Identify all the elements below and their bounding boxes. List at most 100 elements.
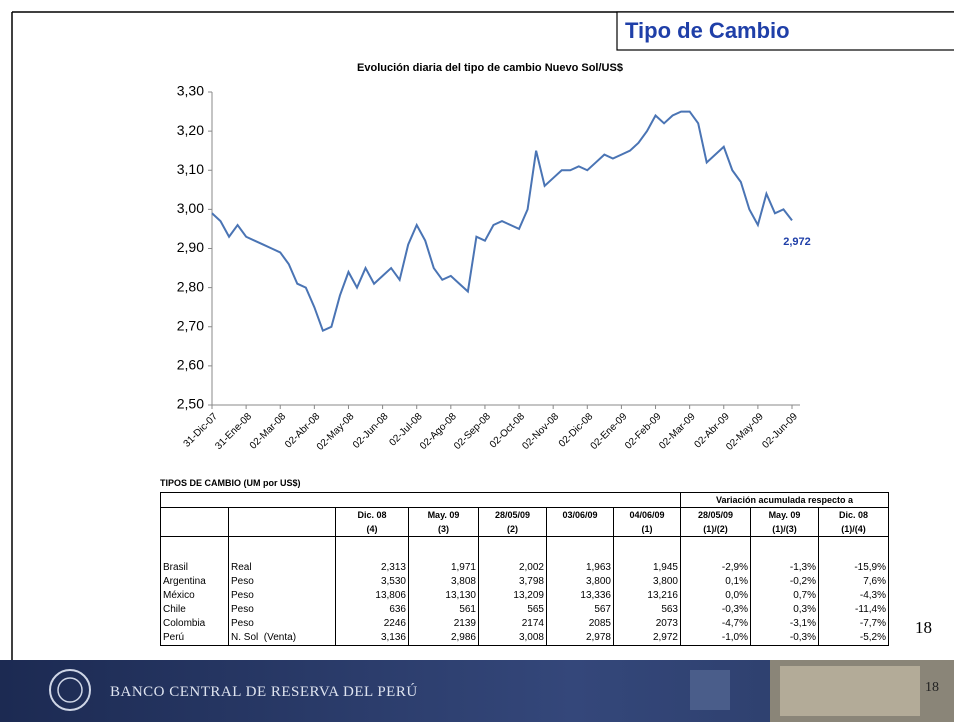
column-header: 04/06/09: [614, 508, 681, 523]
cell: 3,008: [479, 631, 547, 646]
column-header: May. 09: [409, 508, 479, 523]
column-note: [229, 522, 336, 537]
cell: -7,7%: [819, 617, 889, 631]
row-label: Chile: [161, 603, 229, 617]
y-tick-label: 2,60: [177, 357, 204, 373]
column-note: [161, 522, 229, 537]
table-row: [161, 537, 889, 561]
cell: [681, 537, 751, 561]
cell: -15,9%: [819, 561, 889, 575]
cell: 13,130: [409, 589, 479, 603]
x-tick-label: 02-May-09: [724, 411, 766, 453]
cell: -2,9%: [681, 561, 751, 575]
cell: 3,800: [614, 575, 681, 589]
table-row: MéxicoPeso13,80613,13013,20913,33613,216…: [161, 589, 889, 603]
y-tick-label: 3,20: [177, 122, 204, 138]
cell: 2073: [614, 617, 681, 631]
slide-page: Tipo de Cambio Evolución diaria del tipo…: [0, 0, 954, 722]
cell: 565: [479, 603, 547, 617]
cell: 0,0%: [681, 589, 751, 603]
cell: -4,3%: [819, 589, 889, 603]
chart-title: Evolución diaria del tipo de cambio Nuev…: [357, 62, 623, 74]
footer: BANCO CENTRAL DE RESERVA DEL PERÚ 18: [0, 660, 954, 722]
table-title: TIPOS DE CAMBIO (UM por US$): [160, 478, 301, 488]
table-row: (4)(3)(2)(1)(1)/(2)(1)/(3)(1)/(4): [161, 522, 889, 537]
cell: -0,3%: [681, 603, 751, 617]
cell: 2,978: [547, 631, 614, 646]
cell: 13,216: [614, 589, 681, 603]
row-label: México: [161, 589, 229, 603]
column-header: [229, 508, 336, 523]
cell: -1,0%: [681, 631, 751, 646]
column-note: (3): [409, 522, 479, 537]
x-tick-label: 02-May-08: [315, 411, 357, 453]
cell: 2,972: [614, 631, 681, 646]
row-label: Perú: [161, 631, 229, 646]
x-tick-label: 02-Nov-08: [520, 411, 561, 452]
cell: 3,800: [547, 575, 614, 589]
logo: [58, 678, 82, 702]
slide-title: Tipo de Cambio: [625, 18, 790, 43]
x-tick-label: 02-Sep-08: [452, 411, 493, 452]
column-note: (2): [479, 522, 547, 537]
cell: 13,209: [479, 589, 547, 603]
y-tick-label: 2,50: [177, 396, 204, 412]
cell: [819, 537, 889, 561]
column-note: (1)/(2): [681, 522, 751, 537]
cell: 2,986: [409, 631, 479, 646]
y-tick-label: 2,90: [177, 239, 204, 255]
column-note: (1)/(3): [751, 522, 819, 537]
logo: [50, 670, 90, 710]
cell: 2,002: [479, 561, 547, 575]
x-tick-label: 02-Jun-09: [760, 411, 800, 451]
cell: [409, 537, 479, 561]
line: [212, 112, 792, 331]
x-tick-label: 02-Jun-08: [351, 411, 391, 451]
y-tick-label: 3,00: [177, 200, 204, 216]
column-header: May. 09: [751, 508, 819, 523]
cell: [161, 493, 229, 508]
cell: -0,3%: [751, 631, 819, 646]
row-label: Colombia: [161, 617, 229, 631]
cell: 1,945: [614, 561, 681, 575]
cell: 0,3%: [751, 603, 819, 617]
cell: 1,963: [547, 561, 614, 575]
table-row: ColombiaPeso22462139217420852073-4,7%-3,…: [161, 617, 889, 631]
column-note: (4): [336, 522, 409, 537]
cell: -11,4%: [819, 603, 889, 617]
column-header: [161, 508, 229, 523]
row-label: Brasil: [161, 561, 229, 575]
cell: [479, 493, 547, 508]
x-tick-label: 31-Ene-08: [213, 411, 254, 452]
cell: -0,2%: [751, 575, 819, 589]
cell: [479, 537, 547, 561]
cell: [229, 493, 336, 508]
cell: -1,3%: [751, 561, 819, 575]
row-label: Peso: [229, 575, 336, 589]
column-header: Dic. 08: [819, 508, 889, 523]
column-header: 28/05/09: [681, 508, 751, 523]
cell: 636: [336, 603, 409, 617]
x-tick-label: 02-Mar-08: [248, 411, 289, 452]
photo: [780, 666, 920, 716]
row-label: Argentina: [161, 575, 229, 589]
cell: -4,7%: [681, 617, 751, 631]
cell: 3,808: [409, 575, 479, 589]
x-tick-label: 02-Mar-09: [657, 411, 698, 452]
cell: [229, 537, 336, 561]
table-row: PerúN. Sol (Venta)3,1362,9863,0082,9782,…: [161, 631, 889, 646]
cell: [751, 537, 819, 561]
cell: 2085: [547, 617, 614, 631]
y-tick-label: 3,10: [177, 161, 204, 177]
page-number: 18: [915, 618, 932, 638]
row-label: Peso: [229, 603, 336, 617]
x-tick-label: 02-Ene-09: [589, 411, 630, 452]
cell: [336, 493, 409, 508]
photo: [690, 670, 730, 710]
cell: -3,1%: [751, 617, 819, 631]
cell: 2246: [336, 617, 409, 631]
cell: [614, 537, 681, 561]
table-row: Variación acumulada respecto a: [161, 493, 889, 508]
cell: 7,6%: [819, 575, 889, 589]
